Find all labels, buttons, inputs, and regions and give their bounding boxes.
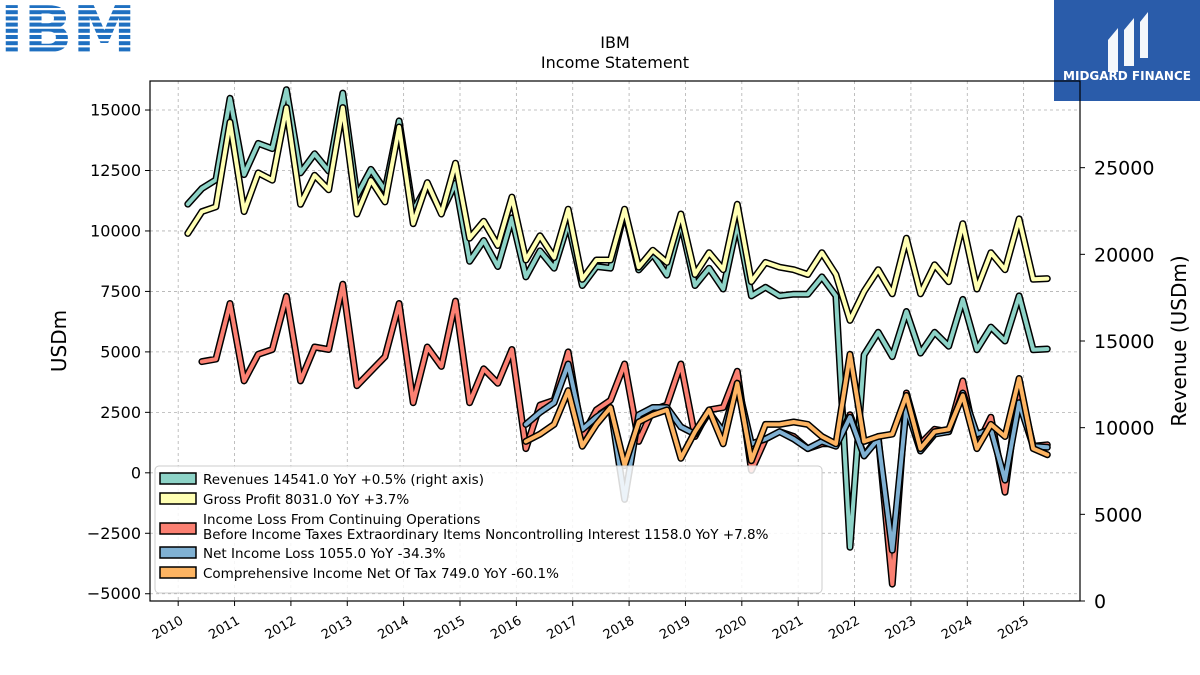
series-line <box>185 105 1050 323</box>
x-tick-label: 2016 <box>488 613 524 643</box>
legend-swatch <box>159 472 197 485</box>
x-tick-label: 2025 <box>995 613 1031 643</box>
midgard-finance-badge: MIDGARD FINANCE <box>1054 0 1200 101</box>
x-tick-label: 2019 <box>657 613 693 643</box>
y-axis-right: 0 5000 10000 15000 20000 25000 <box>1080 158 1154 613</box>
legend-label: Gross Profit 8031.0 YoY +3.7% <box>203 492 409 508</box>
legend-swatch <box>159 522 197 535</box>
midgard-finance-text: MIDGARD FINANCE <box>1063 69 1191 83</box>
ibm-logo-stripe <box>0 45 135 48</box>
y-right-tick-label: 5000 <box>1094 504 1142 526</box>
x-tick-label: 2020 <box>714 613 750 643</box>
legend-box <box>154 465 823 594</box>
legend-label: Net Income Loss 1055.0 YoY -34.3% <box>203 546 446 562</box>
ibm-logo-stripe <box>0 39 135 42</box>
x-tick-label: 2015 <box>432 613 468 643</box>
ibm-logo-stripe <box>0 32 135 35</box>
ibm-logo-stripe <box>0 20 135 23</box>
y-axis-label-left: USDm <box>47 310 71 372</box>
y-right-tick-label: 0 <box>1094 591 1106 613</box>
x-tick-label: 2021 <box>770 613 806 643</box>
x-tick-label: 2018 <box>601 613 637 643</box>
y-right-tick-label: 20000 <box>1094 244 1154 266</box>
x-tick-label: 2022 <box>826 613 862 643</box>
legend-swatch <box>159 566 197 579</box>
legend-label: Comprehensive Income Net Of Tax 749.0 Yo… <box>203 566 559 582</box>
x-tick-label: 2023 <box>883 613 919 643</box>
y-tick-label: 5000 <box>100 342 141 361</box>
x-tick-label: 2024 <box>939 613 975 643</box>
y-tick-label: 10000 <box>90 221 141 240</box>
legend: Revenues 14541.0 YoY +0.5% (right axis) G… <box>154 465 823 594</box>
chart-subtitle: Income Statement <box>541 53 689 72</box>
legend-swatch <box>159 492 197 505</box>
x-tick-label: 2011 <box>206 613 242 643</box>
x-tick-label: 2010 <box>150 613 186 643</box>
midgard-logo-icon <box>1108 12 1148 72</box>
y-tick-label: 0 <box>131 463 141 482</box>
y-tick-label: −5000 <box>87 584 141 603</box>
legend-label: Income Loss From Continuing Operations <box>203 512 480 528</box>
ibm-logo-stripe <box>0 26 135 29</box>
y-right-tick-label: 15000 <box>1094 331 1154 353</box>
y-tick-label: 2500 <box>100 403 141 422</box>
y-tick-label: 12500 <box>90 161 141 180</box>
x-axis: 2010 2011 2012 2013 2014 2015 2016 2017 2018 2019… <box>150 601 1032 643</box>
y-axis-left: −5000 −2500 0 2500 5000 7500 10000 12500 15000 <box>87 101 150 603</box>
y-tick-label: 7500 <box>100 282 141 301</box>
x-tick-label: 2014 <box>375 613 411 643</box>
legend-swatch <box>159 546 197 559</box>
series-line <box>523 352 1050 468</box>
ibm-logo-stripe <box>0 14 135 17</box>
y-axis-label-right: Revenue (USDm) <box>1167 255 1191 426</box>
x-tick-label: 2013 <box>319 613 355 643</box>
chart-title: IBM <box>600 33 630 52</box>
legend-label: Before Income Taxes Extraordinary Items … <box>203 527 769 543</box>
y-right-tick-label: 10000 <box>1094 418 1154 440</box>
series-4 <box>522 350 1051 470</box>
legend-label: Revenues 14541.0 YoY +0.5% (right axis) <box>203 472 484 488</box>
series-layer <box>184 86 1051 588</box>
ibm-logo-stripe <box>0 8 135 11</box>
y-tick-label: −2500 <box>87 524 141 543</box>
y-tick-label: 15000 <box>90 101 141 120</box>
y-right-tick-label: 25000 <box>1094 158 1154 180</box>
ibm-logo-stripe <box>0 51 135 54</box>
x-tick-label: 2012 <box>263 613 299 643</box>
series-1 <box>184 104 1051 324</box>
ibm-logo: IBM <box>0 0 136 68</box>
x-tick-label: 2017 <box>545 613 581 643</box>
series-outline <box>522 350 1051 470</box>
